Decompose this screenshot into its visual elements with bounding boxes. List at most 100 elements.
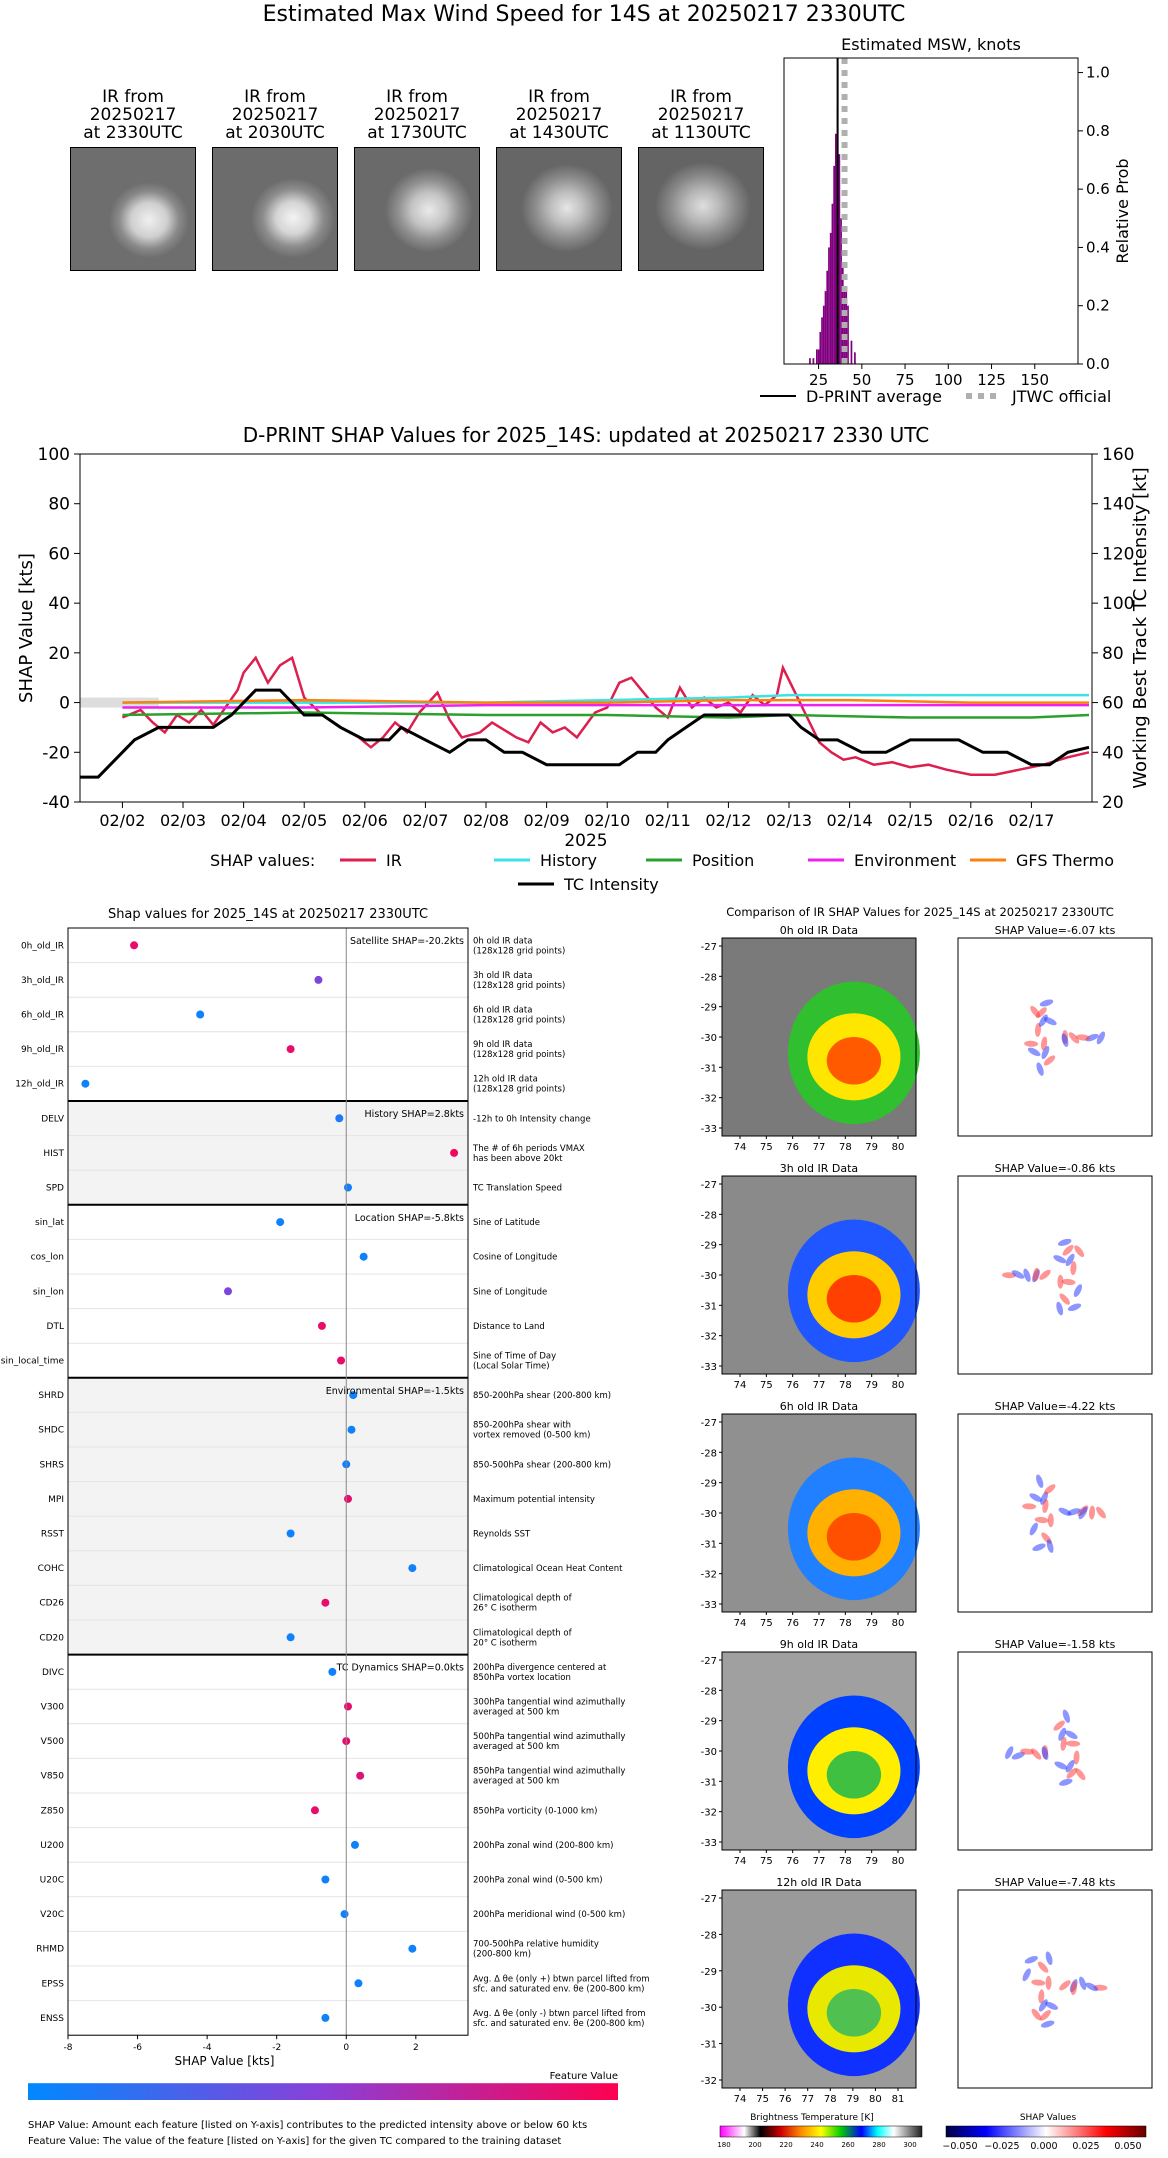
y-tick-label: -32 [701, 1808, 717, 1819]
feature-point [340, 1910, 349, 1919]
feature-description: Climatological depth of [473, 1628, 573, 1638]
feature-point [359, 1252, 368, 1261]
feature-point [349, 1391, 358, 1400]
feature-name: DIVC [42, 1668, 64, 1678]
shap-blob [1024, 1956, 1038, 1964]
feature-name: U20C [40, 1876, 64, 1886]
feature-description: -12h to 0h Intensity change [473, 1114, 591, 1124]
shap-blob [1031, 2008, 1042, 2021]
histogram-bar [847, 305, 849, 364]
shap-colorbar-tick: −0.050 [942, 2141, 977, 2152]
histogram-bar [831, 203, 834, 364]
x-tick-label: 77 [813, 1856, 826, 1867]
feature-description: (Local Solar Time) [473, 1362, 550, 1372]
ir-comparison-panel: Comparison of IR SHAP Values for 2025_14… [701, 905, 1153, 2152]
shap-blob [1057, 1238, 1072, 1246]
shap-blob [1053, 1255, 1067, 1264]
shap-blob [1041, 1045, 1050, 1060]
feature-description: 850hPa tangential wind azimuthally [473, 1767, 625, 1777]
feature-description: Maximum potential intensity [473, 1495, 595, 1505]
shap-blob [1047, 1513, 1054, 1528]
x-tick-label: 75 [760, 1856, 773, 1867]
feature-description: Reynolds SST [473, 1530, 531, 1540]
shap-image-frame [957, 1889, 1153, 2089]
shap-blob [1023, 1268, 1031, 1282]
shap-blob [1045, 1951, 1053, 1966]
shap-blob [1036, 1474, 1044, 1488]
x-tick-label: 02/09 [524, 811, 570, 830]
x-tick-label: 02/17 [1008, 811, 1054, 830]
shap-panel-title: SHAP Value=-1.58 kts [995, 1638, 1116, 1651]
x-tick-label: -8 [64, 2043, 73, 2053]
feature-name: sin_lat [35, 1218, 64, 1228]
shap-blob [1029, 1522, 1038, 1536]
shap-timeseries-chart: D-PRINT SHAP Values for 2025_14S: update… [16, 423, 1151, 894]
feature-point [347, 1425, 356, 1434]
shap-blob [1011, 1270, 1025, 1279]
thumb-label-line: at 1430UTC [509, 123, 609, 143]
feature-description: 6h old IR data [473, 1006, 532, 1016]
shap-blob [1031, 1979, 1046, 1986]
shap-colorbar-tick: 0.000 [1030, 2141, 1057, 2152]
y-tick-label: -31 [701, 1539, 717, 1550]
x-tick-label: 74 [734, 1380, 747, 1391]
ir-cloud-core [826, 1275, 882, 1323]
y2-tick-label: 100 [1102, 594, 1134, 614]
feature-name: RHMD [36, 1945, 64, 1955]
y-tick-label: 0.2 [1086, 297, 1110, 315]
feature-name: sin_lon [33, 1287, 64, 1297]
feature-description: 0h old IR data [473, 936, 532, 946]
x-tick-label: 02/15 [887, 811, 933, 830]
thumb-label-line: 20250217 [373, 105, 461, 125]
feature-point [344, 1494, 352, 1503]
shap-blob [1096, 1031, 1106, 1045]
shap-blob [1075, 1768, 1086, 1781]
x-tick-label: 02/06 [342, 811, 388, 830]
series-line [122, 711, 1090, 719]
shap-colorbar-tick: 0.025 [1072, 2141, 1099, 2152]
x-tick-label: 78 [839, 1380, 852, 1391]
feature-description: Avg. Δ θe (only +) btwn parcel lifted fr… [473, 1974, 650, 1984]
x-tick-label: 02/08 [463, 811, 509, 830]
shap-blob [1078, 1506, 1088, 1520]
ir-thumbnail-image [496, 147, 622, 271]
y-tick-label: 100 [38, 445, 70, 465]
feature-point [286, 1045, 295, 1054]
x-tick-label: 78 [839, 1142, 852, 1153]
ir-panel-title: 3h old IR Data [780, 1162, 858, 1175]
shap-blob [1085, 1982, 1099, 1992]
x-tick-label: 75 [896, 371, 915, 389]
histogram-bar [822, 305, 825, 364]
feature-name: RSST [41, 1530, 65, 1540]
x-tick-label: 02/05 [281, 811, 327, 830]
legend-label: History [540, 851, 597, 870]
feature-description: (200-800 km) [473, 1950, 531, 1960]
y-tick-label: -31 [701, 1301, 717, 1312]
y-tick-label: -28 [701, 972, 717, 983]
y-tick-label: 0.0 [1086, 355, 1110, 373]
y-axis-label: SHAP Value [kts] [16, 553, 37, 703]
ir-cloud-core [826, 1513, 882, 1561]
histogram-bar [828, 247, 830, 364]
x-tick-label: 77 [813, 1380, 826, 1391]
feature-description: TC Translation Speed [472, 1184, 562, 1194]
ir-thumbnail: IR from 20250217 at 1130UTC [638, 88, 764, 271]
x-tick-label: 77 [801, 2094, 814, 2105]
shap-blob [1059, 1778, 1073, 1786]
histogram-bar [829, 232, 832, 364]
feature-description: averaged at 500 km [473, 1742, 559, 1752]
timeseries-frame [79, 453, 1093, 803]
feature-description: Distance to Land [473, 1322, 545, 1332]
shap-blob [1038, 1999, 1048, 2012]
x-axis-label: SHAP Value [kts] [175, 2054, 275, 2068]
x-tick-label: 150 [1020, 371, 1049, 389]
feature-point [337, 1356, 346, 1365]
ir-thumbnail-image [212, 147, 338, 271]
feature-description: Climatological depth of [473, 1594, 573, 1604]
y-tick-label: -32 [701, 1094, 717, 1105]
x-tick-label: 02/16 [948, 811, 994, 830]
feature-description: 200hPa meridional wind (0-500 km) [473, 1910, 625, 1920]
y-tick-label: -29 [701, 1479, 717, 1490]
shap-blob [1061, 1033, 1069, 1048]
y2-tick-label: 160 [1102, 445, 1134, 465]
